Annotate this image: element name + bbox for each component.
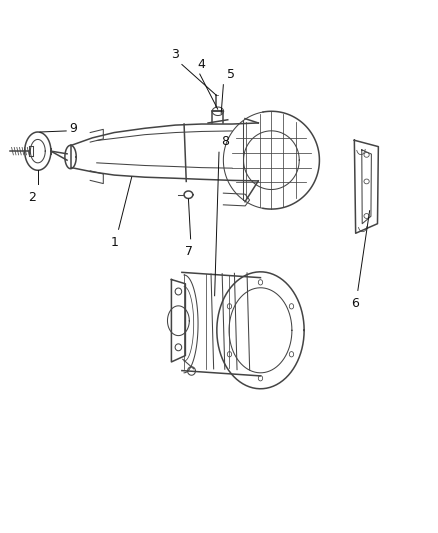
Text: 9: 9 — [69, 122, 77, 135]
Text: 3: 3 — [171, 48, 179, 61]
Text: 6: 6 — [351, 297, 359, 310]
Text: 1: 1 — [110, 236, 118, 249]
Text: 5: 5 — [227, 69, 235, 82]
Text: 4: 4 — [198, 58, 205, 71]
Text: 2: 2 — [28, 191, 36, 204]
Text: 7: 7 — [185, 245, 193, 258]
Text: 8: 8 — [221, 135, 229, 149]
